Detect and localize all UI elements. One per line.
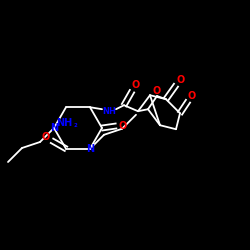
- Text: O: O: [177, 75, 185, 85]
- Text: ₂: ₂: [73, 120, 77, 129]
- Text: O: O: [42, 132, 50, 142]
- Text: O: O: [132, 80, 140, 90]
- Text: O: O: [153, 86, 161, 96]
- Text: NH: NH: [102, 107, 116, 116]
- Text: N: N: [50, 123, 58, 133]
- Text: O: O: [188, 91, 196, 101]
- Text: N: N: [86, 144, 94, 154]
- Text: NH: NH: [56, 118, 72, 128]
- Text: O: O: [119, 121, 127, 131]
